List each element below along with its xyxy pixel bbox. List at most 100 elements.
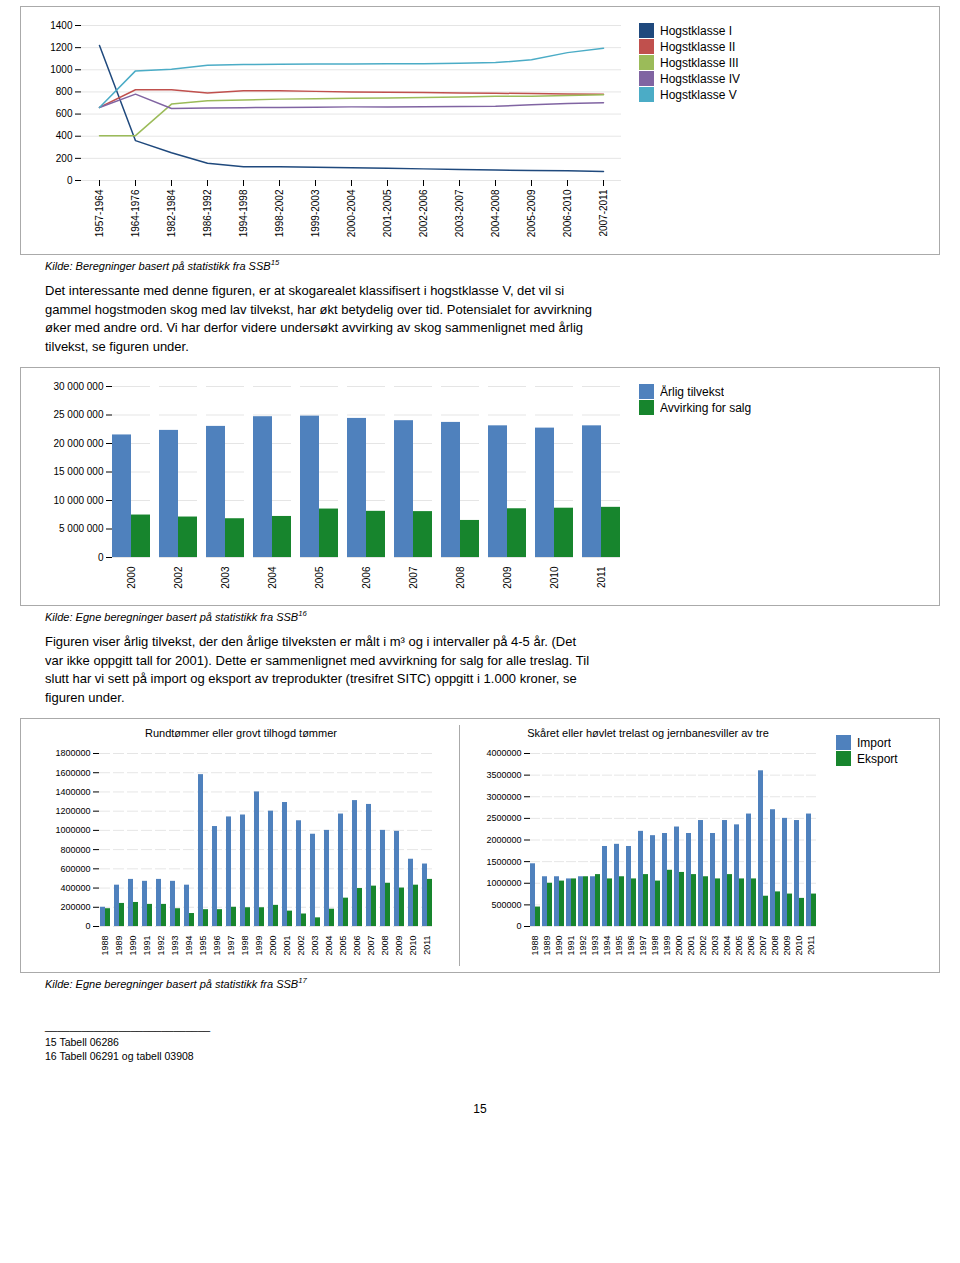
- svg-text:1991: 1991: [142, 936, 152, 956]
- svg-text:2006: 2006: [352, 936, 362, 956]
- svg-text:2006: 2006: [746, 936, 756, 956]
- svg-text:1400: 1400: [50, 20, 73, 31]
- svg-text:1995: 1995: [198, 936, 208, 956]
- svg-text:0: 0: [516, 921, 521, 931]
- svg-text:1000000: 1000000: [486, 878, 521, 888]
- svg-text:1957-1964: 1957-1964: [94, 189, 105, 237]
- svg-text:1000000: 1000000: [55, 825, 90, 835]
- svg-text:20 000 000: 20 000 000: [53, 438, 103, 449]
- svg-text:1993: 1993: [170, 936, 180, 956]
- svg-text:1996: 1996: [626, 936, 636, 956]
- svg-text:600: 600: [56, 108, 73, 119]
- svg-text:2003: 2003: [310, 936, 320, 956]
- svg-text:3000000: 3000000: [486, 792, 521, 802]
- svg-text:1997: 1997: [226, 936, 236, 956]
- svg-text:1400000: 1400000: [55, 787, 90, 797]
- svg-text:10 000 000: 10 000 000: [53, 495, 103, 506]
- svg-text:2008: 2008: [455, 566, 466, 589]
- svg-text:15 000 000: 15 000 000: [53, 466, 103, 477]
- svg-text:2002: 2002: [173, 566, 184, 589]
- svg-text:2003: 2003: [220, 566, 231, 589]
- svg-text:1997: 1997: [638, 936, 648, 956]
- svg-text:2011: 2011: [422, 936, 432, 955]
- svg-text:2009: 2009: [394, 936, 404, 956]
- svg-text:1000: 1000: [50, 64, 73, 75]
- svg-text:1200: 1200: [50, 42, 73, 53]
- svg-text:1964-1976: 1964-1976: [130, 189, 141, 237]
- svg-text:2000: 2000: [126, 566, 137, 589]
- svg-text:1992: 1992: [578, 936, 588, 956]
- svg-text:2000: 2000: [268, 936, 278, 956]
- svg-text:500000: 500000: [491, 900, 521, 910]
- svg-text:5 000 000: 5 000 000: [59, 523, 104, 534]
- svg-text:2006: 2006: [361, 566, 372, 589]
- svg-text:600000: 600000: [60, 864, 90, 874]
- svg-text:400000: 400000: [60, 883, 90, 893]
- svg-text:2500000: 2500000: [486, 813, 521, 823]
- svg-text:2001: 2001: [282, 936, 292, 956]
- svg-text:2009: 2009: [782, 936, 792, 956]
- svg-text:25 000 000: 25 000 000: [53, 409, 103, 420]
- svg-text:1994: 1994: [184, 936, 194, 956]
- svg-text:2000: 2000: [674, 936, 684, 956]
- svg-text:30 000 000: 30 000 000: [53, 381, 103, 392]
- svg-text:2001-2005: 2001-2005: [382, 189, 393, 237]
- svg-text:1994: 1994: [602, 936, 612, 956]
- svg-text:2003: 2003: [710, 936, 720, 956]
- svg-text:1800000: 1800000: [55, 748, 90, 758]
- svg-text:1998: 1998: [240, 936, 250, 956]
- svg-text:2011: 2011: [596, 566, 607, 588]
- svg-text:1992: 1992: [156, 936, 166, 956]
- svg-text:2004: 2004: [324, 936, 334, 956]
- svg-text:2007: 2007: [758, 936, 768, 956]
- svg-text:2002-2006: 2002-2006: [418, 189, 429, 237]
- svg-text:2000000: 2000000: [486, 835, 521, 845]
- svg-text:2004: 2004: [722, 936, 732, 956]
- svg-text:1989: 1989: [114, 936, 124, 956]
- svg-text:2004: 2004: [267, 566, 278, 589]
- svg-text:1982-1984: 1982-1984: [166, 189, 177, 237]
- svg-text:2010: 2010: [408, 936, 418, 956]
- svg-text:1986-1992: 1986-1992: [202, 189, 213, 237]
- svg-text:3500000: 3500000: [486, 770, 521, 780]
- svg-text:2007: 2007: [408, 566, 419, 589]
- svg-text:2005: 2005: [734, 936, 744, 956]
- svg-text:1993: 1993: [590, 936, 600, 956]
- svg-text:800000: 800000: [60, 845, 90, 855]
- svg-text:2005-2009: 2005-2009: [526, 189, 537, 237]
- svg-text:2007-2011: 2007-2011: [598, 189, 609, 237]
- svg-text:1994-1998: 1994-1998: [238, 189, 249, 237]
- svg-text:0: 0: [98, 552, 104, 563]
- svg-text:1990: 1990: [554, 936, 564, 956]
- svg-text:1600000: 1600000: [55, 768, 90, 778]
- svg-text:1988: 1988: [100, 936, 110, 956]
- svg-text:1995: 1995: [614, 936, 624, 956]
- svg-text:800: 800: [56, 86, 73, 97]
- svg-text:2006-2010: 2006-2010: [562, 189, 573, 237]
- svg-text:2002: 2002: [698, 936, 708, 956]
- svg-text:1999: 1999: [662, 936, 672, 956]
- svg-text:1990: 1990: [128, 936, 138, 956]
- svg-text:2007: 2007: [366, 936, 376, 956]
- svg-text:200: 200: [56, 153, 73, 164]
- svg-text:1991: 1991: [566, 936, 576, 956]
- svg-text:2010: 2010: [794, 936, 804, 956]
- svg-text:2000-2004: 2000-2004: [346, 189, 357, 237]
- svg-text:2005: 2005: [314, 566, 325, 589]
- svg-text:2002: 2002: [296, 936, 306, 956]
- svg-text:1998: 1998: [650, 936, 660, 956]
- svg-text:1988: 1988: [530, 936, 540, 956]
- svg-text:0: 0: [85, 921, 90, 931]
- svg-text:1500000: 1500000: [486, 857, 521, 867]
- svg-text:0: 0: [67, 175, 73, 186]
- svg-text:2003-2007: 2003-2007: [454, 189, 465, 237]
- svg-text:2008: 2008: [380, 936, 390, 956]
- svg-text:1996: 1996: [212, 936, 222, 956]
- svg-text:4000000: 4000000: [486, 748, 521, 758]
- svg-text:2010: 2010: [549, 566, 560, 589]
- svg-text:400: 400: [56, 130, 73, 141]
- svg-text:1999: 1999: [254, 936, 264, 956]
- svg-text:2008: 2008: [770, 936, 780, 956]
- svg-text:2011: 2011: [806, 936, 816, 955]
- svg-text:200000: 200000: [60, 902, 90, 912]
